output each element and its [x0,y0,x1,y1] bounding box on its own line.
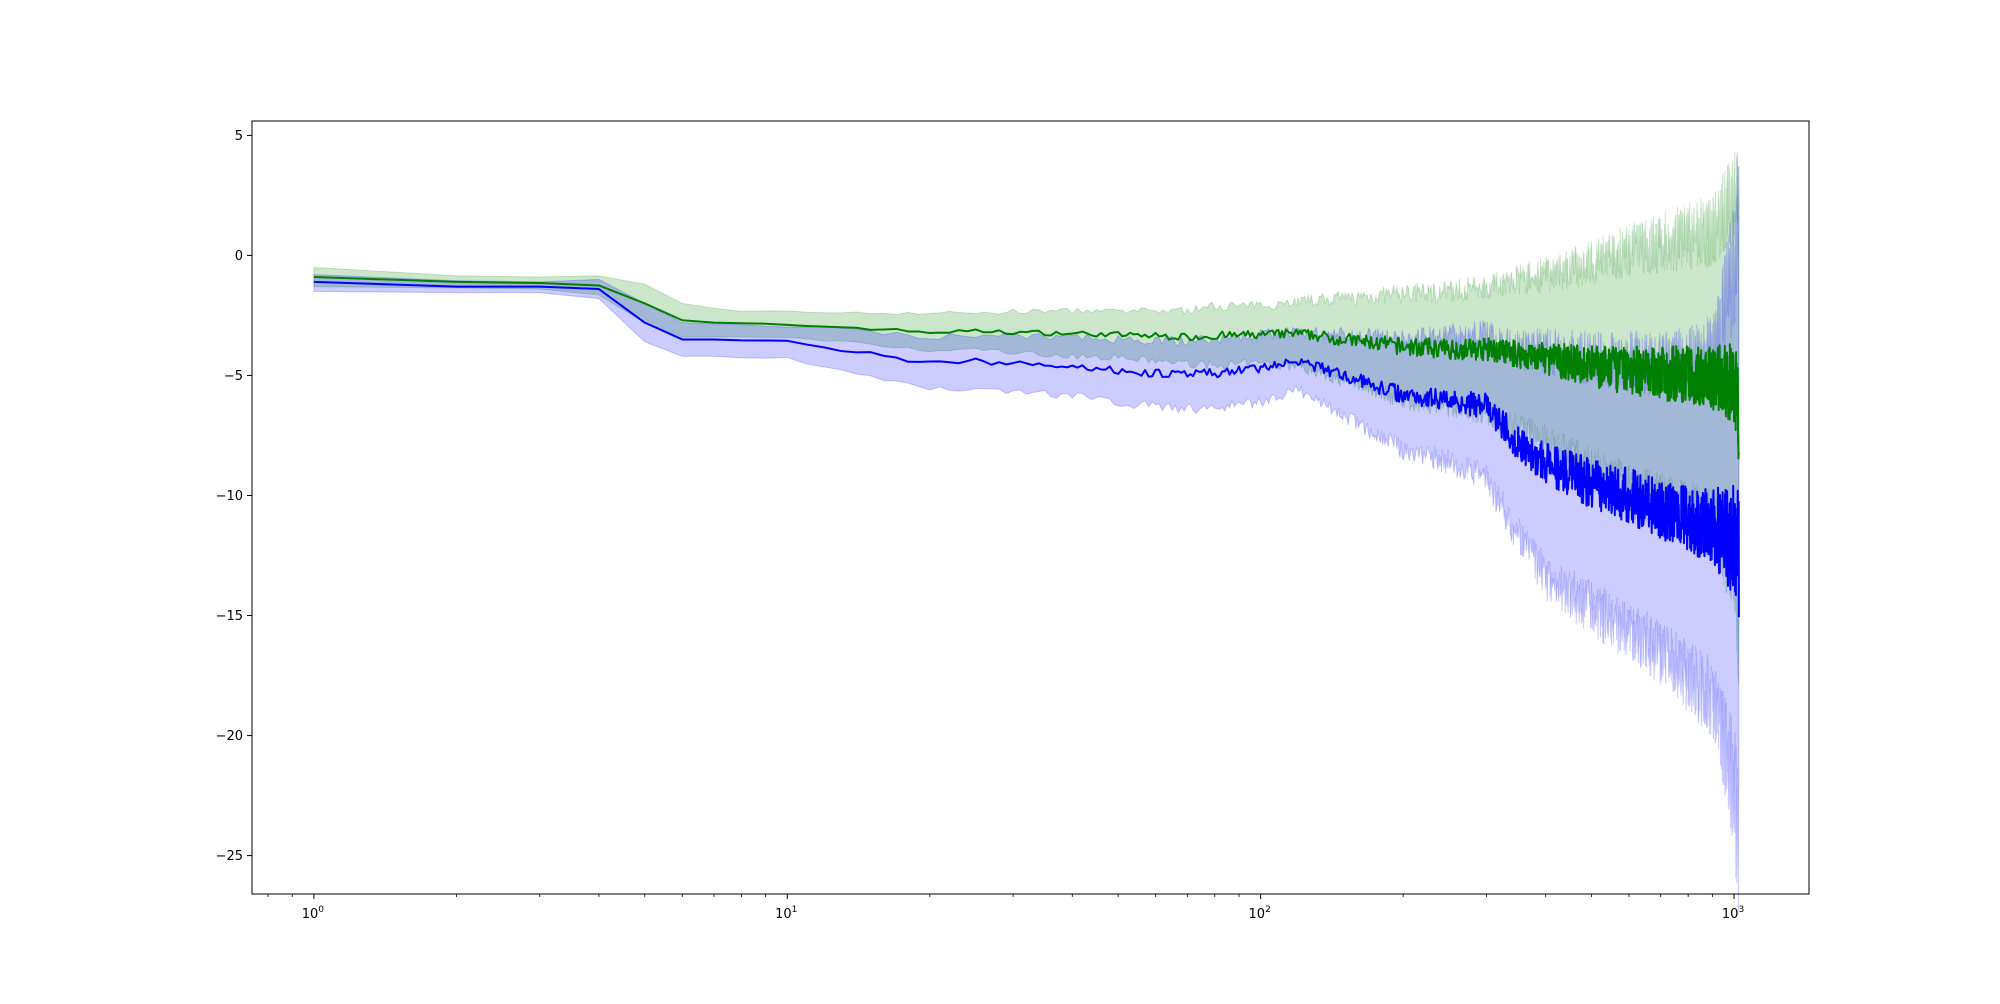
x-tick-label: 100 [302,905,325,922]
y-tick-label: −5 [224,369,243,384]
x-tick-label: 101 [775,905,797,922]
y-tick-label: −25 [216,849,243,864]
series-2-line [313,280,1740,618]
series-2-band [313,151,1740,914]
x-tick-label: 103 [1722,905,1744,922]
y-tick-label: −15 [216,609,243,624]
plot-area-frame [251,120,1810,895]
line-layer [313,276,1740,618]
y-tick-label: −20 [216,729,243,744]
band-layer [313,151,1740,914]
y-tick-label: −10 [216,489,243,504]
x-axis: 100 101 102 103 [267,894,1744,922]
y-axis: 5 0 −5 −10 −15 −20 −25 [216,129,252,864]
y-tick-label: 0 [235,249,243,264]
y-tick-label: 5 [235,129,243,144]
series-1-line [313,276,1740,460]
x-tick-label: 102 [1249,905,1271,922]
